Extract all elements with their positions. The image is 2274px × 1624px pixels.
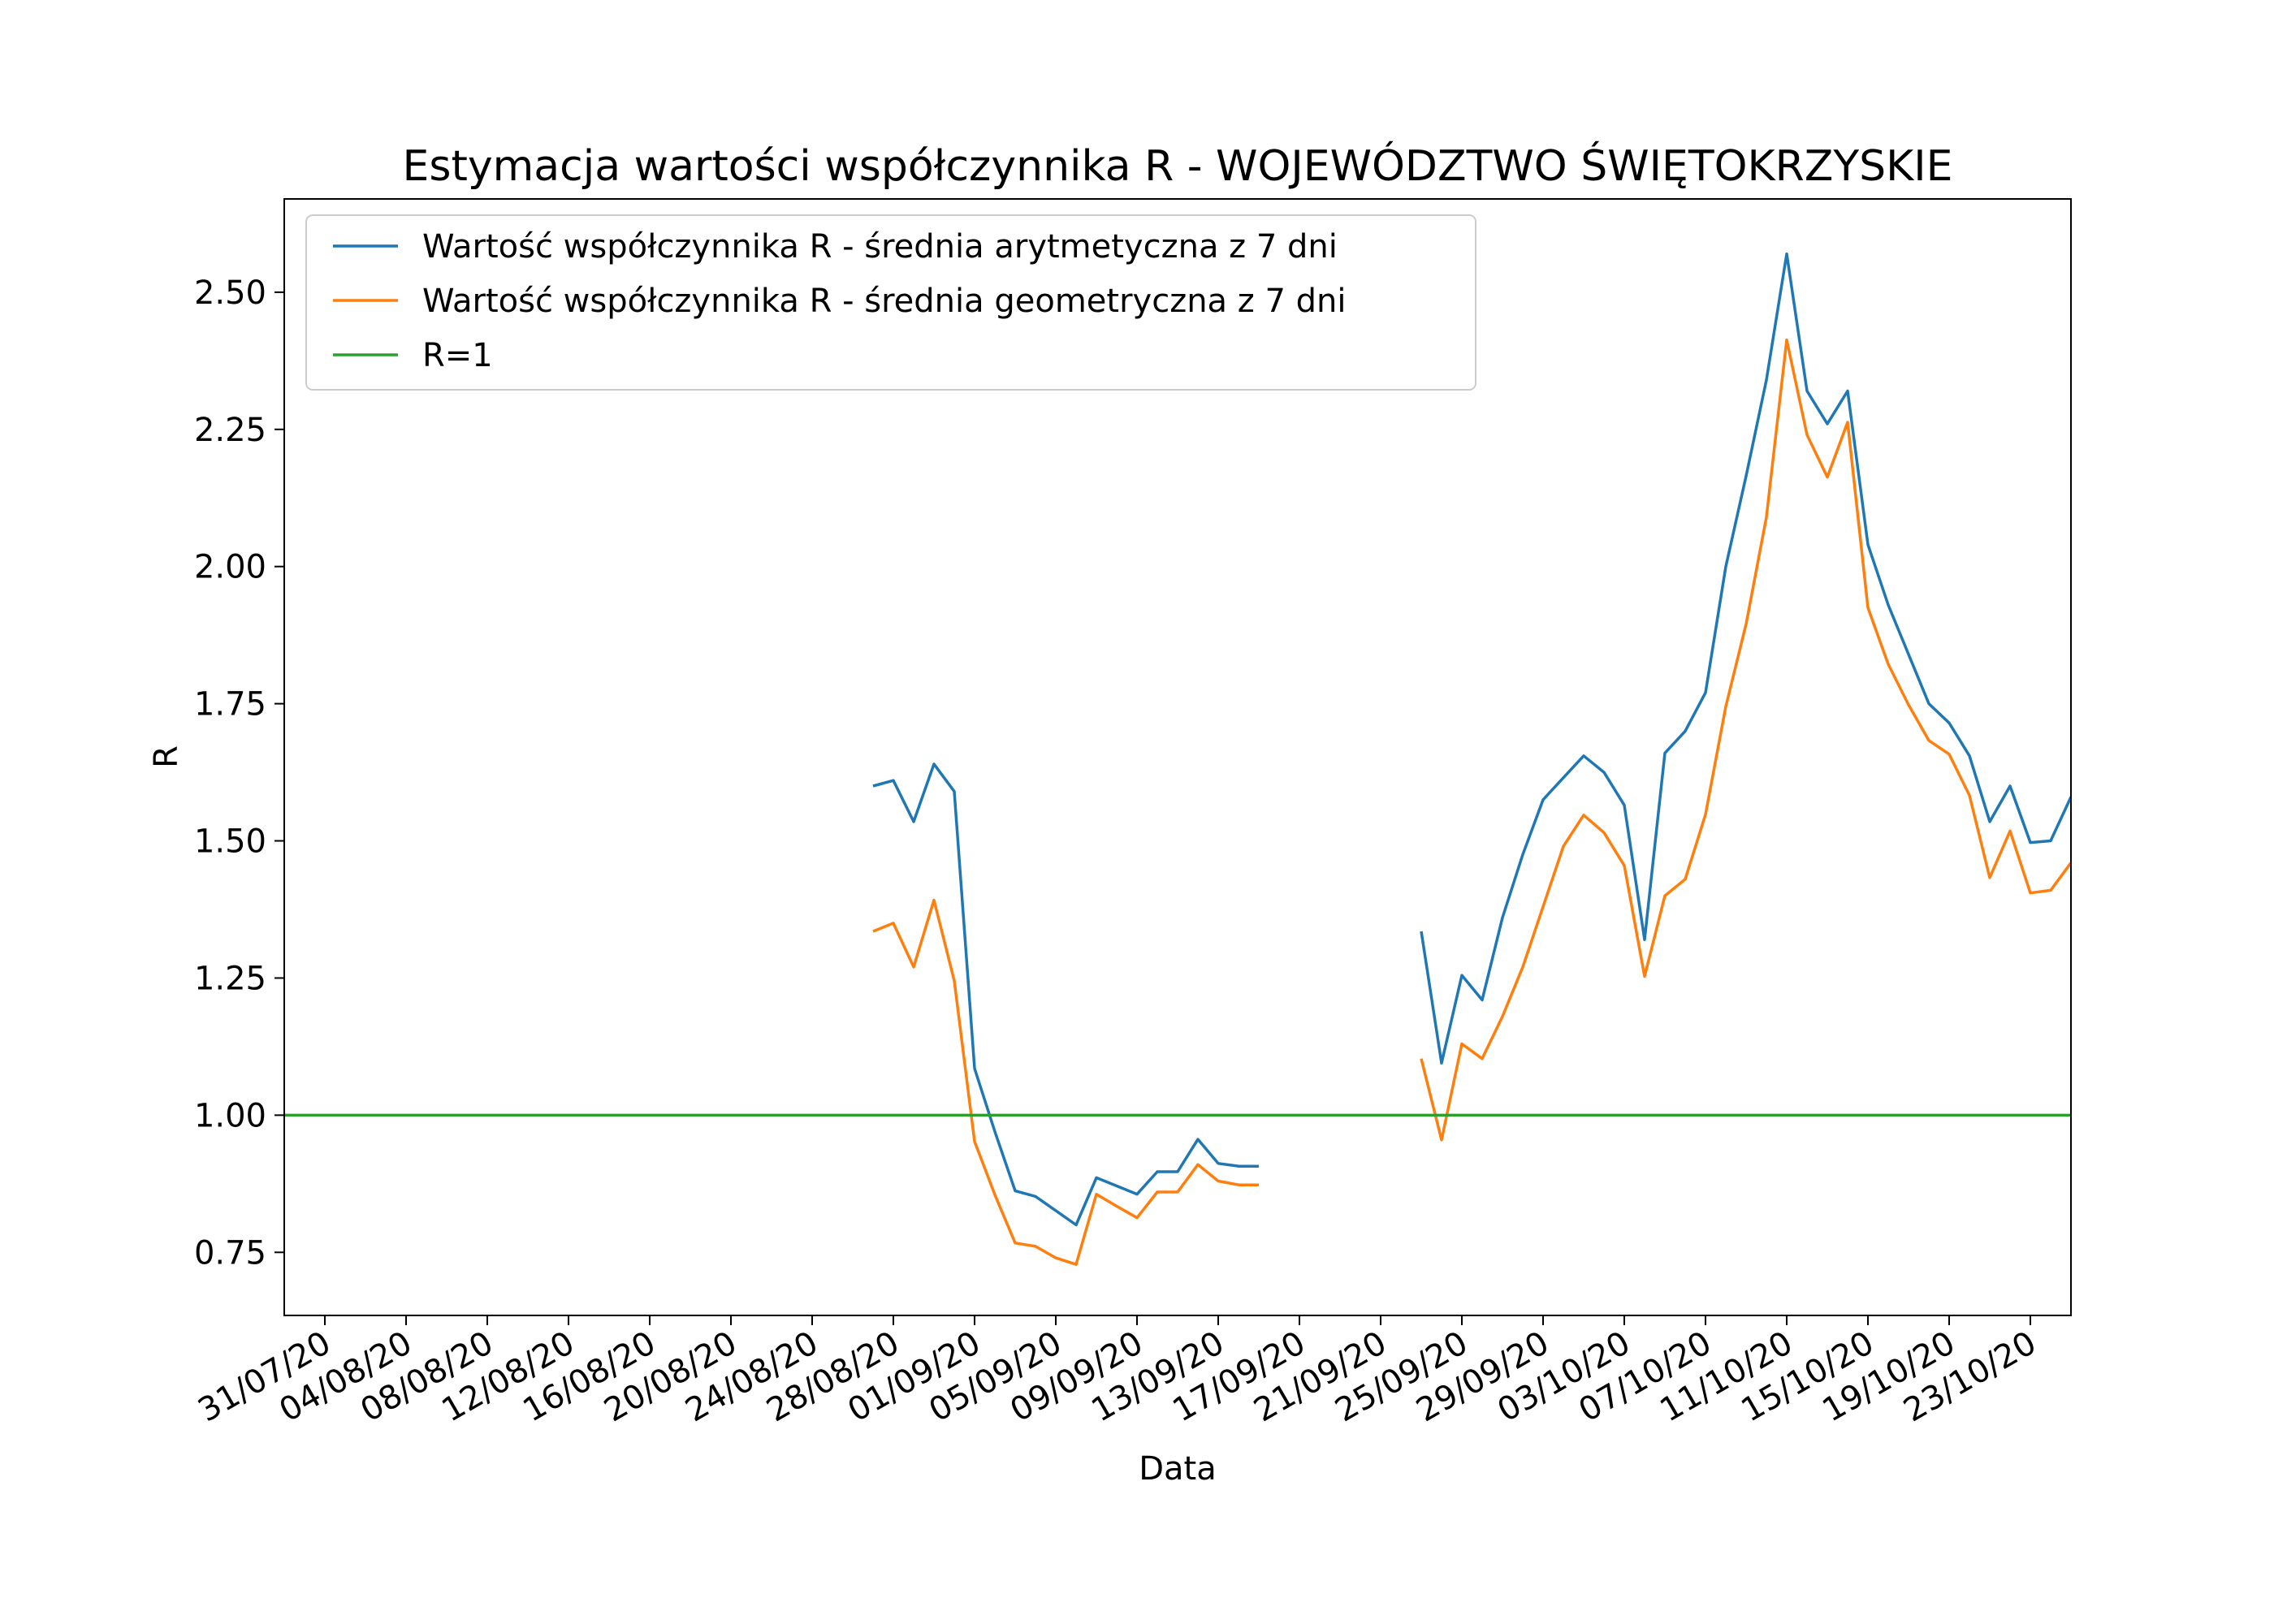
series-line-arithmetic-segment-0	[872, 762, 1259, 1227]
legend-label-r1: R=1	[422, 337, 493, 374]
plot-frame	[283, 198, 2072, 1316]
x-axis: 31/07/2004/08/2008/08/2012/08/2016/08/20…	[192, 1315, 2043, 1429]
legend-box	[305, 214, 1476, 391]
y-tick-label: 1.25	[194, 960, 266, 997]
y-axis: 0.75 1.00 1.25 1.50 1.75 2.00 2.25 2.50	[194, 274, 284, 1272]
x-axis-label: Data	[1139, 1450, 1217, 1488]
series-layer	[284, 252, 2071, 1266]
y-tick-label: 1.75	[194, 686, 266, 723]
y-tick-label: 2.50	[194, 274, 266, 312]
legend-label-geometric: Wartość współczynnika R - średnia geomet…	[422, 283, 1347, 320]
series-line-arithmetic-segment-1	[1420, 252, 2071, 1065]
y-tick-label: 1.00	[194, 1097, 266, 1134]
y-tick-label: 2.00	[194, 549, 266, 586]
series-line-geometric-segment-1	[1420, 338, 2071, 1142]
legend-label-arithmetic: Wartość współczynnika R - średnia arytme…	[422, 228, 1338, 266]
series-line-geometric-segment-0	[872, 898, 1259, 1266]
legend: Wartość współczynnika R - średnia arytme…	[305, 214, 1476, 391]
y-axis-label: R	[148, 745, 185, 768]
chart-title: Estymacja wartości współczynnika R - WOJ…	[403, 140, 1953, 191]
y-tick-label: 1.50	[194, 823, 266, 861]
y-tick-label: 2.25	[194, 412, 266, 449]
y-tick-label: 0.75	[194, 1234, 266, 1272]
